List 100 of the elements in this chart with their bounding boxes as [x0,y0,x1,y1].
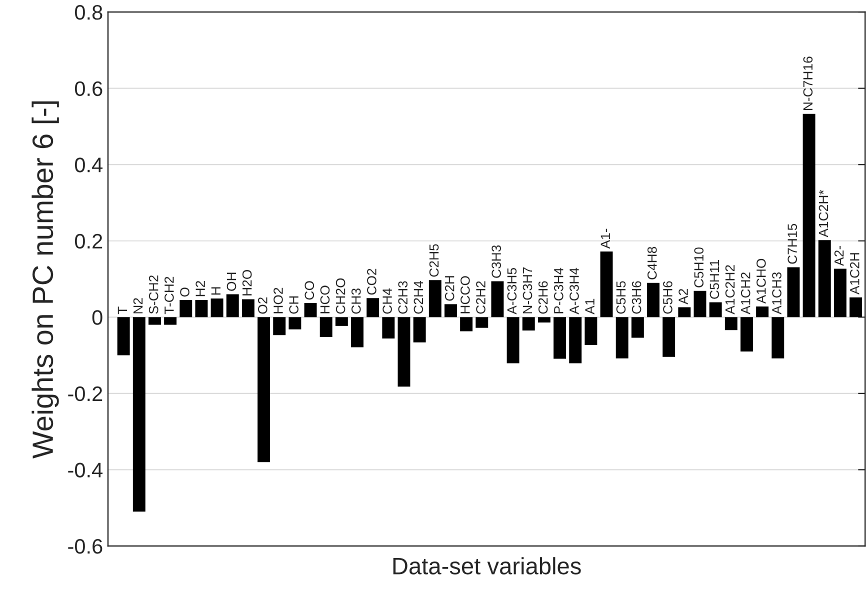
bar [164,317,177,325]
x-tick-label: A1CHO [756,258,766,304]
x-tick-label: C5H10 [694,248,704,288]
x-tick-label: C2H [444,276,454,301]
x-tick-label: CH4 [382,288,392,314]
bar [195,300,208,318]
bar [382,317,395,339]
bar [180,300,192,318]
x-tick-label: A1 [585,298,594,314]
x-tick-label: C3H3 [492,245,502,278]
y-tick-label: 0.8 [74,5,102,20]
bar [304,303,317,318]
bar [694,290,706,318]
bar [756,306,769,318]
bar [117,317,130,356]
bar [724,317,738,330]
x-tick-label: CH [289,296,298,314]
bar [569,317,582,364]
bar [460,317,473,332]
bar [273,317,286,336]
bar [444,304,457,318]
bar [772,317,784,358]
bar [242,299,254,318]
bar [288,317,302,330]
x-tick-label: A1CH2 [740,272,750,314]
bar [413,317,426,342]
x-tick-label: A1C2H [850,253,860,295]
x-tick-label: CO [304,281,314,300]
x-tick-label: P-C3H4 [554,268,564,314]
x-tick-label: H2O [242,270,252,296]
bar [522,317,535,330]
x-tick-label: T [118,306,127,314]
bar [538,317,550,322]
x-tick-label: A1C2H2 [725,265,735,314]
y-tick-label: -0.2 [68,386,102,402]
x-tick-label: HCCO [460,276,470,314]
bar [476,317,488,328]
x-tick-label: OH [226,272,236,291]
x-tick-label: A-C3H5 [507,268,517,314]
x-tick-label: A1C2H* [818,190,828,238]
bar [662,317,676,357]
bar [647,282,660,318]
bar [226,294,239,318]
y-tick-label: 0.4 [74,158,103,172]
bar [210,298,224,318]
bar [600,252,613,318]
bar [351,317,364,348]
bar [554,317,566,359]
x-tick-label: A1CH3 [772,272,782,314]
bar [148,317,161,325]
x-tick-label: CH2O [336,278,346,314]
bar [616,317,628,358]
x-tick-label: CO2 [367,268,376,295]
x-tick-label: H2 [196,281,205,296]
bar [818,240,831,318]
bar [320,317,332,337]
x-tick-label: C2H2 [476,281,486,314]
bar [428,280,442,318]
y-tick-label: -0.6 [68,538,102,554]
bar [834,268,846,318]
x-tick-label: H [211,287,220,295]
bar [258,317,270,462]
x-tick-label: C2H3 [398,281,408,314]
bar [709,302,722,318]
x-tick-label: O [180,288,190,297]
bar [335,317,348,326]
x-tick-label: O2 [258,297,268,314]
x-tick-label: C5H5 [616,281,626,314]
x-tick-label: T-CH2 [164,276,174,314]
x-tick-label: C5H6 [663,281,672,314]
bar [132,317,146,512]
x-tick-label: S-CH2 [148,275,158,314]
x-tick-label: A2- [834,246,844,266]
x-tick-label: A-C3H4 [570,268,579,314]
bar [740,317,753,352]
x-tick-label: C2H4 [414,281,424,314]
x-tick-label: CH3 [351,288,361,314]
y-tick-label: -0.4 [68,462,103,478]
x-tick-label: N-C7H16 [803,56,813,110]
x-tick-label: C4H8 [647,246,657,280]
x-tick-label: A1- [600,228,610,249]
x-tick-label: HO2 [274,288,283,314]
bar [631,317,644,338]
x-axis-title: Data-set variables [393,557,581,574]
x-tick-label: A2 [678,288,688,304]
bar [366,298,380,318]
y-tick-label: 0.6 [74,81,102,96]
x-tick-label: C7H15 [788,224,798,264]
x-tick-label: HCO [320,286,330,314]
bar [802,114,816,318]
x-tick-label: C2H6 [538,281,548,314]
y-tick-label: 0.2 [74,234,102,249]
y-tick-label: 0 [92,310,102,325]
y-axis-title: Weights on PC number 6 [-] [32,101,59,459]
bar [584,317,598,345]
x-tick-label: N-C3H7 [522,267,532,314]
bar [506,317,520,364]
bar [491,281,504,318]
x-tick-label: C5H11 [710,260,720,299]
bar [850,297,862,318]
